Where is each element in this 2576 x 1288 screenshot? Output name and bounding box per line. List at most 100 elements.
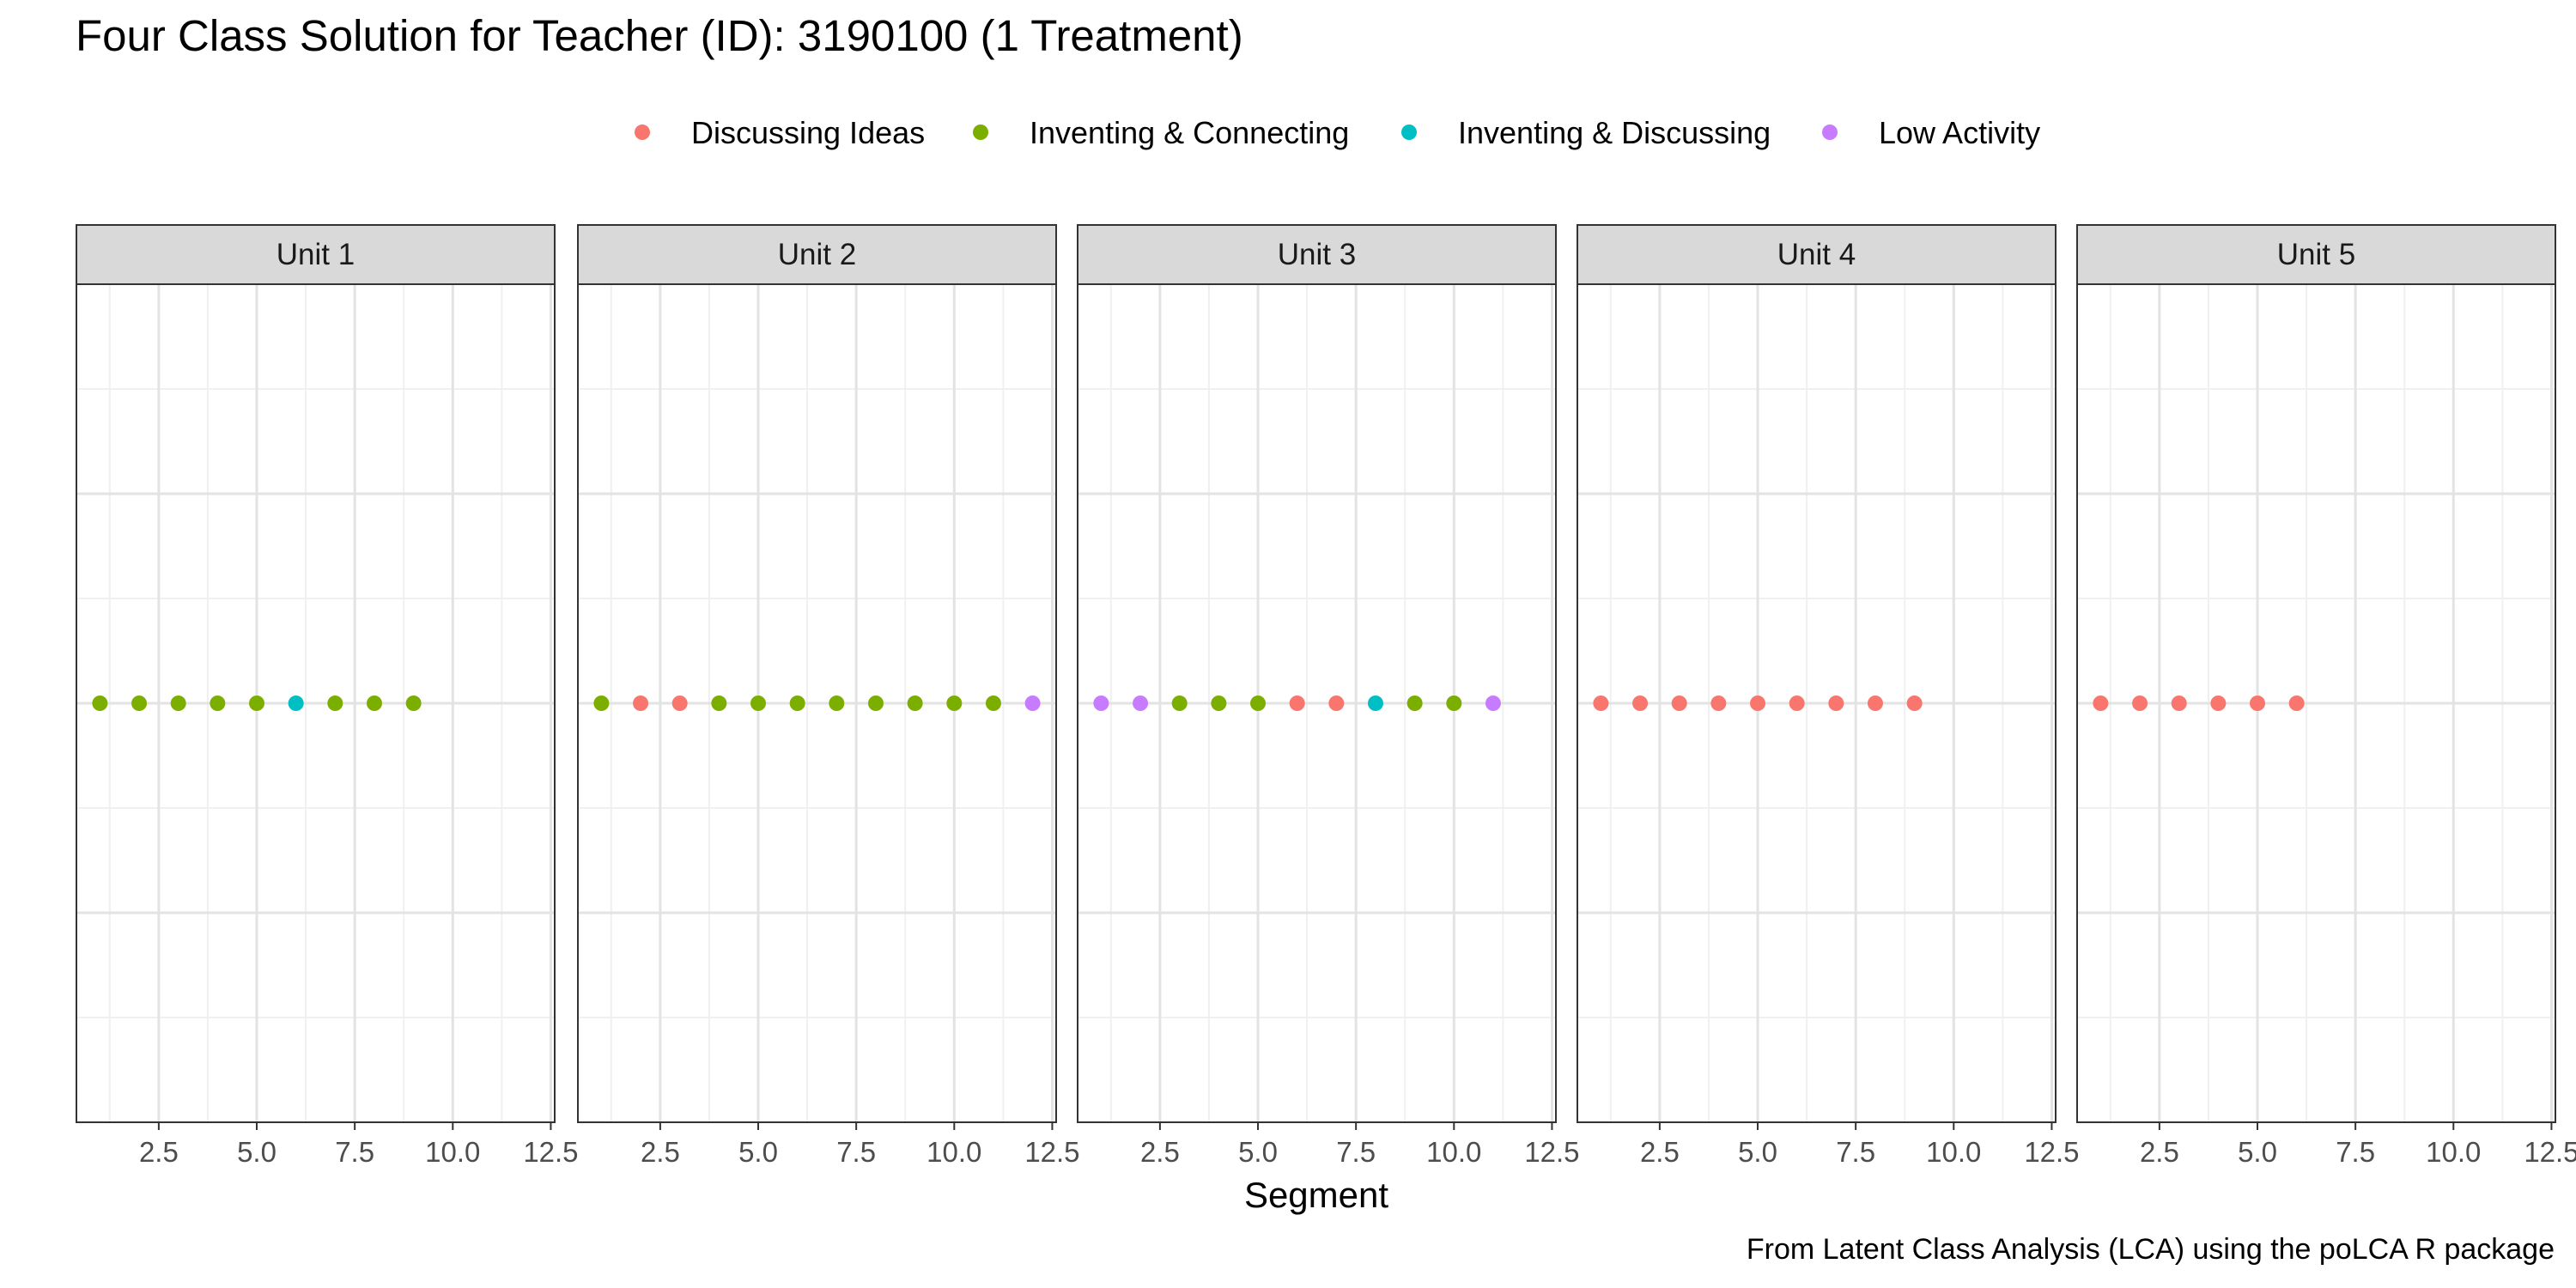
caption: From Latent Class Analysis (LCA) using t… [1747,1233,2555,1266]
data-point [1289,696,1305,711]
legend-label: Low Activity [1879,115,2040,150]
data-point [1093,696,1109,711]
facet-strip [2076,224,2556,285]
data-point [1211,696,1227,711]
data-point [946,696,963,711]
legend-item: Inventing & Discussing [1401,115,1771,150]
data-point [366,696,382,711]
data-point [170,696,186,711]
data-point [2250,696,2266,711]
data-point [1632,696,1649,711]
data-point [1789,696,1805,711]
x-tick-label: 2.5 [2140,1136,2179,1168]
data-point [1867,696,1883,711]
data-point [1593,696,1609,711]
data-point [2093,696,2109,711]
data-point [593,696,610,711]
x-tick-label: 7.5 [2336,1136,2375,1168]
x-tick-label: 10.0 [1426,1136,1481,1168]
x-tick-label: 2.5 [641,1136,680,1168]
data-point [867,696,884,711]
data-point [1250,696,1267,711]
data-point [1485,696,1501,711]
x-tick-label: 2.5 [1140,1136,1180,1168]
facet-strip [76,224,556,285]
data-point [1750,696,1766,711]
data-point [2132,696,2148,711]
data-point [1133,696,1149,711]
legend-item: Low Activity [1822,115,2040,150]
x-tick-label: 12.5 [1524,1136,1579,1168]
facet-strip-label: Unit 2 [778,238,856,271]
legend-label: Inventing & Discussing [1458,115,1771,150]
data-point [1906,696,1923,711]
data-point [1446,696,1462,711]
data-point [2171,696,2187,711]
x-tick-label: 12.5 [523,1136,578,1168]
x-tick-label: 5.0 [1238,1136,1278,1168]
data-point [907,696,923,711]
legend-label: Inventing & Connecting [1030,115,1349,150]
data-point [210,696,226,711]
facet-strip [1077,224,1557,285]
x-tick-label: 5.0 [2238,1136,2277,1168]
facet-panel: Unit 3 2.5 5.0 7.5 10.0 12.5 [1077,224,1580,1168]
x-tick-label: 12.5 [2024,1136,2079,1168]
facet-strip-label: Unit 1 [276,238,355,271]
x-tick-label: 5.0 [237,1136,276,1168]
facet-panel: Unit 4 2.5 5.0 7.5 10.0 12.5 [1577,224,2080,1168]
legend-key [635,125,650,140]
x-tick-label: 7.5 [836,1136,876,1168]
x-tick-label: 12.5 [1024,1136,1079,1168]
data-point [985,696,1001,711]
facet-strip-label: Unit 4 [1777,238,1856,271]
facet-panel: Unit 2 2.5 5.0 7.5 10.0 12.5 [577,224,1080,1168]
data-point [1024,696,1041,711]
chart-title: Four Class Solution for Teacher (ID): 31… [76,11,1243,60]
panel-border [2076,283,2556,1123]
facet-panel: Unit 5 2.5 5.0 7.5 10.0 12.5 [2076,224,2576,1168]
x-tick-label: 10.0 [425,1136,480,1168]
panel-border [76,283,556,1123]
facet-panel: Unit 1 2.5 5.0 7.5 10.0 12.5 [76,224,579,1168]
data-point [2210,696,2227,711]
data-point [92,696,108,711]
x-tick-label: 5.0 [738,1136,778,1168]
data-point [2288,696,2305,711]
x-tick-label: 10.0 [1926,1136,1981,1168]
data-point [1671,696,1687,711]
legend-item: Discussing Ideas [635,115,925,150]
data-point [405,696,422,711]
legend-key [973,125,988,140]
facet-strip-label: Unit 5 [2277,238,2355,271]
legend-label: Discussing Ideas [691,115,925,150]
x-tick-label: 2.5 [139,1136,179,1168]
legend: Discussing Ideas Inventing & Connecting In… [635,115,2040,150]
data-point [789,696,805,711]
data-point [711,696,727,711]
panel-border [577,283,1057,1123]
data-point [829,696,845,711]
x-tick-label: 2.5 [1640,1136,1680,1168]
x-tick-label: 7.5 [1836,1136,1875,1168]
facet-panels: Unit 1 2.5 5.0 7.5 10.0 12.5 Unit 2 2.5 5.0 7.5 10… [76,224,2576,1168]
data-point [327,696,343,711]
facet-strip-label: Unit 3 [1278,238,1356,271]
panel-border [1577,283,2057,1123]
x-tick-label: 10.0 [2426,1136,2481,1168]
data-point [750,696,767,711]
data-point [288,696,304,711]
data-point [131,696,148,711]
x-tick-label: 7.5 [335,1136,374,1168]
data-point [1328,696,1345,711]
facet-strip [1577,224,2057,285]
data-point [671,696,688,711]
data-point [1828,696,1844,711]
panel-border [1077,283,1557,1123]
data-point [249,696,265,711]
data-point [1367,696,1383,711]
legend-key [1401,125,1417,140]
data-point [1406,696,1423,711]
x-tick-label: 5.0 [1738,1136,1777,1168]
